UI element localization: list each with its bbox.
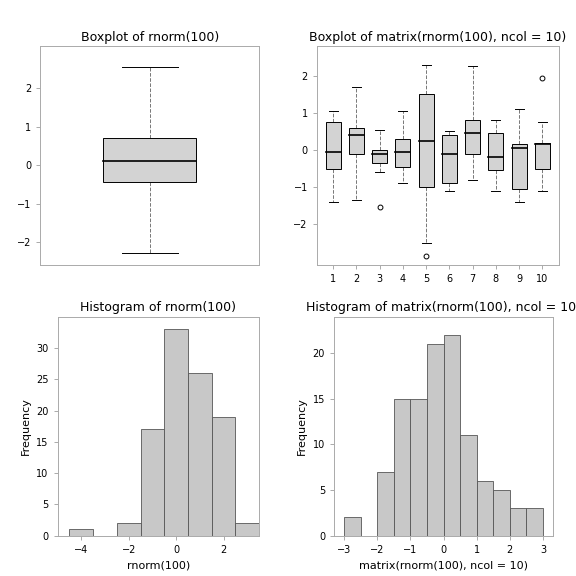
Bar xyxy=(188,373,212,536)
Bar xyxy=(349,128,364,154)
Bar xyxy=(164,329,188,536)
Bar xyxy=(104,138,196,183)
Title: Histogram of rnorm(100): Histogram of rnorm(100) xyxy=(81,301,236,314)
Bar xyxy=(535,142,550,169)
Bar xyxy=(395,139,411,166)
Bar xyxy=(117,523,141,536)
Bar xyxy=(141,429,164,536)
Y-axis label: Frequency: Frequency xyxy=(297,397,307,455)
Title: Histogram of matrix(rnorm(100), ncol = 10): Histogram of matrix(rnorm(100), ncol = 1… xyxy=(306,301,576,314)
Bar xyxy=(488,133,503,170)
Bar xyxy=(511,145,526,189)
Bar xyxy=(212,417,236,536)
X-axis label: rnorm(100): rnorm(100) xyxy=(127,560,190,570)
Bar xyxy=(325,122,340,169)
Bar xyxy=(372,150,387,163)
Title: Boxplot of rnorm(100): Boxplot of rnorm(100) xyxy=(81,31,219,44)
Bar xyxy=(394,399,410,536)
Bar xyxy=(410,399,427,536)
Bar xyxy=(442,135,457,183)
Bar xyxy=(419,94,434,187)
Bar xyxy=(444,335,460,536)
Bar xyxy=(460,435,477,536)
Bar xyxy=(236,523,259,536)
Bar xyxy=(344,517,361,536)
Bar xyxy=(477,481,493,536)
Bar xyxy=(377,472,394,536)
X-axis label: matrix(rnorm(100), ncol = 10): matrix(rnorm(100), ncol = 10) xyxy=(359,560,528,570)
Bar xyxy=(465,120,480,154)
Bar xyxy=(493,490,510,536)
Bar xyxy=(510,508,526,536)
Title: Boxplot of matrix(rnorm(100), ncol = 10): Boxplot of matrix(rnorm(100), ncol = 10) xyxy=(309,31,566,44)
Y-axis label: Frequency: Frequency xyxy=(21,397,31,455)
Bar xyxy=(427,344,444,536)
Bar xyxy=(70,529,93,536)
Bar xyxy=(526,508,543,536)
